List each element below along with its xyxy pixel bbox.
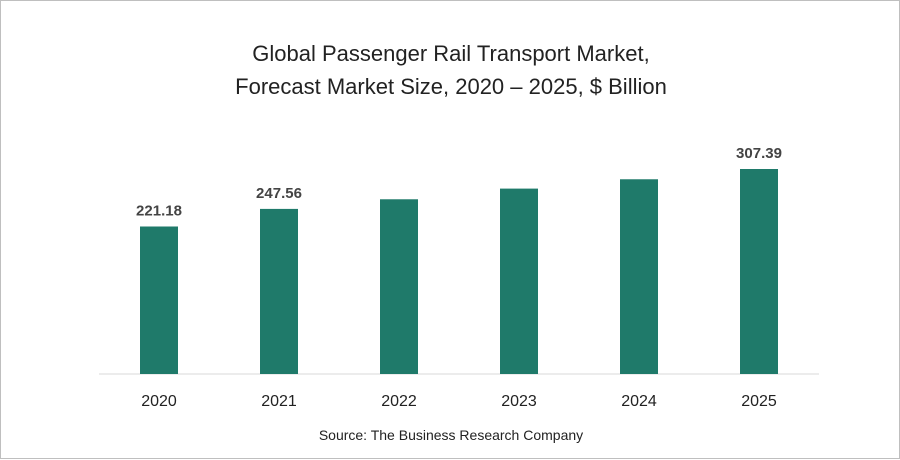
bar-2022: [380, 199, 418, 374]
x-tick-label-2024: 2024: [621, 393, 657, 410]
x-tick-label-2020: 2020: [141, 393, 177, 410]
x-tick-label-2021: 2021: [261, 393, 297, 410]
data-label-2020: 221.18: [136, 202, 182, 219]
bar-2020: [140, 226, 178, 374]
x-tick-label-2023: 2023: [501, 393, 537, 410]
x-tick-label-2025: 2025: [741, 393, 777, 410]
data-label-2025: 307.39: [736, 145, 782, 162]
bar-2024: [620, 179, 658, 374]
bar-2025: [740, 169, 778, 374]
bar-2023: [500, 188, 538, 374]
bar-2021: [260, 208, 298, 374]
source-note: Source: The Business Research Company: [318, 427, 584, 443]
x-tick-label-2022: 2022: [381, 393, 417, 410]
data-label-2021: 247.56: [256, 185, 302, 202]
chart-title: Global Passenger Rail Transport Market, …: [1, 37, 900, 103]
chart-title-line-2: Forecast Market Size, 2020 – 2025, $ Bil…: [235, 74, 667, 99]
chart-title-line-1: Global Passenger Rail Transport Market,: [252, 41, 650, 66]
